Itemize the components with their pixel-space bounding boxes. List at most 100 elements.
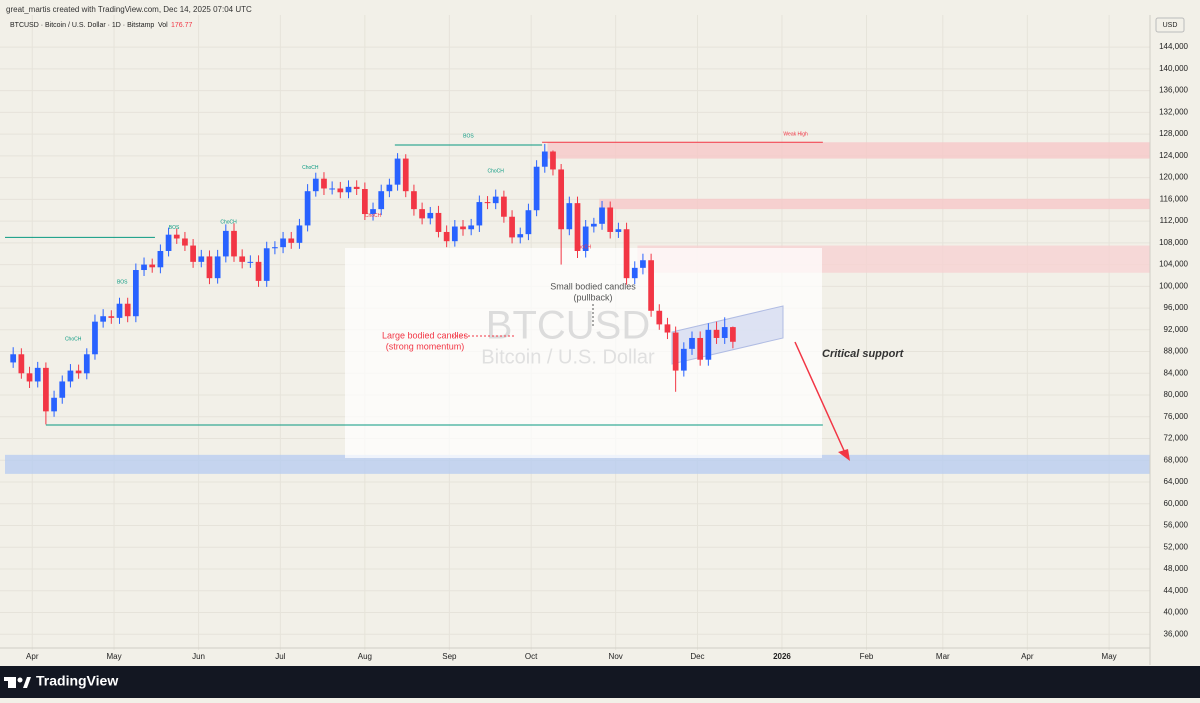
candle-body xyxy=(435,212,442,232)
candle-body xyxy=(26,373,33,382)
watermark-name: Bitcoin / U.S. Dollar xyxy=(481,346,655,368)
candle-body xyxy=(574,203,581,251)
x-tick-label: Dec xyxy=(690,652,704,661)
candle-body xyxy=(648,260,654,311)
x-tick-label: 2026 xyxy=(773,652,791,661)
y-tick-label: 36,000 xyxy=(1164,629,1189,638)
candle-body xyxy=(321,178,327,189)
candle-body xyxy=(100,316,107,322)
x-tick-label: Sep xyxy=(442,652,457,661)
y-tick-label: 128,000 xyxy=(1159,129,1188,138)
candle-body xyxy=(141,264,147,271)
candle-body xyxy=(451,226,458,242)
candle-body xyxy=(214,256,221,279)
candle-body xyxy=(239,256,246,262)
candle-body xyxy=(353,186,360,190)
y-tick-label: 80,000 xyxy=(1164,390,1189,399)
structure-label: Weak High xyxy=(783,131,808,137)
logo-part xyxy=(17,677,23,683)
arrow xyxy=(794,341,847,456)
candle-body xyxy=(599,207,605,224)
candle-body xyxy=(272,247,278,249)
candle-body xyxy=(517,234,524,238)
candle-body xyxy=(689,337,695,349)
candle-body xyxy=(370,209,376,215)
candle-body xyxy=(206,256,213,279)
candle-body xyxy=(566,203,573,230)
candle-body xyxy=(525,210,532,235)
y-tick-label: 56,000 xyxy=(1164,521,1189,530)
candle-body xyxy=(149,264,156,268)
candle-body xyxy=(329,188,336,190)
candle-body xyxy=(680,348,687,371)
candle-body xyxy=(296,225,303,243)
candle-body xyxy=(190,245,196,262)
x-tick-label: Feb xyxy=(860,652,874,661)
candle-body xyxy=(468,225,475,230)
candle-body xyxy=(607,207,614,232)
candle-body xyxy=(304,191,311,226)
structure-label: ChoCH xyxy=(220,220,237,226)
y-tick-label: 68,000 xyxy=(1164,455,1189,464)
candle-body xyxy=(501,196,507,217)
candle-body xyxy=(427,212,434,219)
candle-body xyxy=(312,178,319,192)
vol-label: Vol xyxy=(158,22,168,29)
candle-body xyxy=(182,238,188,246)
y-tick-label: 60,000 xyxy=(1164,499,1189,508)
y-tick-label: 144,000 xyxy=(1159,42,1188,51)
candle-body xyxy=(443,231,450,242)
x-tick-label: Jun xyxy=(192,652,205,661)
candle-body xyxy=(67,370,74,382)
candle-body xyxy=(582,226,589,251)
y-tick-label: 96,000 xyxy=(1164,303,1189,312)
candle-body xyxy=(108,316,115,318)
candle-body xyxy=(43,367,49,412)
watermark-symbol: BTCUSD xyxy=(486,304,650,348)
y-tick-label: 48,000 xyxy=(1164,564,1189,573)
candle-body xyxy=(386,184,393,192)
annotation: Large bodied candles xyxy=(382,330,469,340)
candle-body xyxy=(623,229,630,279)
candle-body xyxy=(476,202,483,226)
annotation: (strong momentum) xyxy=(386,341,465,351)
brand: TradingView xyxy=(36,673,118,689)
y-tick-label: 132,000 xyxy=(1159,107,1188,116)
x-tick-label: Oct xyxy=(525,652,538,661)
logo-part xyxy=(23,677,31,688)
candle-body xyxy=(51,397,57,412)
structure-label: ChoCH xyxy=(365,213,382,219)
candle-body xyxy=(713,329,720,338)
candle-body xyxy=(541,151,548,167)
x-tick-label: Jul xyxy=(275,652,285,661)
candle-body xyxy=(411,191,417,210)
y-tick-label: 64,000 xyxy=(1164,477,1189,486)
structure-label: ChoCH xyxy=(575,245,592,251)
candle-body xyxy=(18,354,25,374)
candle-body xyxy=(705,329,712,360)
candle-body xyxy=(460,226,466,230)
candle-body xyxy=(631,267,638,279)
symbol: BTCUSD · Bitcoin / U.S. Dollar · 1D · Bi… xyxy=(10,22,154,29)
structure-label: BOS xyxy=(169,225,180,231)
x-tick-label: May xyxy=(106,652,121,661)
candle-body xyxy=(337,188,344,193)
y-tick-label: 40,000 xyxy=(1164,608,1189,617)
x-tick-label: Mar xyxy=(936,652,950,661)
y-tick-label: 116,000 xyxy=(1160,194,1189,203)
candle-body xyxy=(198,256,205,262)
arrow-head xyxy=(838,449,850,461)
footer xyxy=(0,666,1200,698)
candle-body xyxy=(640,260,646,268)
annotation: (pullback) xyxy=(573,292,612,302)
candle-body xyxy=(132,270,139,317)
zone xyxy=(599,198,1150,210)
x-tick-label: Aug xyxy=(358,652,372,661)
structure-label: ChoCH xyxy=(302,165,319,171)
candle-body xyxy=(34,367,41,382)
y-tick-label: 108,000 xyxy=(1159,238,1188,247)
credit: great_martis created with TradingView.co… xyxy=(6,5,252,14)
candle-body xyxy=(255,261,262,281)
candle-body xyxy=(533,166,540,211)
structure-label: ChoCH xyxy=(488,168,505,174)
